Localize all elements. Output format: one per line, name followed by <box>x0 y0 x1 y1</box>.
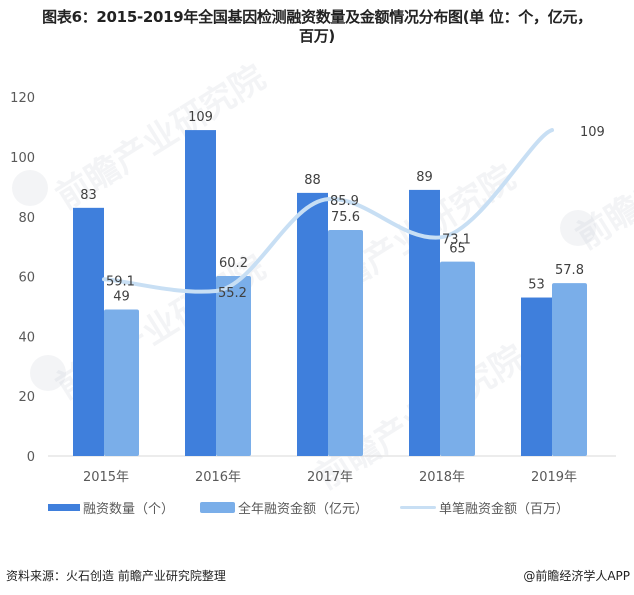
legend-label: 单笔融资金额（百万） <box>439 502 570 517</box>
data-label-count: 89 <box>416 170 433 185</box>
bar-count <box>521 297 552 456</box>
data-label-avg: 109 <box>580 125 605 140</box>
bar-count <box>409 189 440 456</box>
data-label-count: 109 <box>188 110 213 125</box>
data-label-amount: 75.6 <box>331 210 360 225</box>
bar-amount <box>440 261 475 456</box>
x-tick-label: 2019年 <box>531 470 577 485</box>
y-tick-label: 80 <box>18 211 35 226</box>
y-tick-label: 20 <box>18 390 35 405</box>
data-label-avg: 55.2 <box>218 286 247 301</box>
bar-amount <box>328 229 363 456</box>
data-label-avg: 73.1 <box>442 232 471 247</box>
y-tick-label: 40 <box>18 330 35 345</box>
y-tick-label: 120 <box>10 91 35 106</box>
x-tick-label: 2017年 <box>307 470 353 485</box>
bar-amount <box>216 276 251 456</box>
x-tick-label: 2015年 <box>83 470 129 485</box>
legend-label: 融资数量（个） <box>83 502 175 517</box>
data-label-count: 53 <box>528 278 545 293</box>
legend-item-annual-amount: 全年融资金额（亿元） <box>200 498 368 517</box>
credit-note: @前瞻经济学人APP <box>523 569 630 583</box>
chart-title-line1: 图表6：2015-2019年全国基因检测融资数量及金额情况分布图(单 位：个，亿… <box>42 8 592 26</box>
data-label-count: 88 <box>304 173 321 188</box>
y-tick-label: 100 <box>10 151 35 166</box>
legend-swatch-line-icon <box>400 506 436 509</box>
x-axis-labels: 2015年 2016年 2017年 2018年 2019年 <box>83 470 577 485</box>
legend: 融资数量（个） 全年融资金额（亿元） 单笔融资金额（百万） <box>0 498 634 520</box>
data-label-count: 83 <box>80 188 97 203</box>
bar-amount <box>552 283 587 456</box>
data-label-avg: 59.1 <box>106 274 135 289</box>
y-tick-label: 60 <box>18 271 35 286</box>
source-note: 资料来源：火石创造 前瞻产业研究院整理 <box>6 569 226 583</box>
legend-swatch-dark-bar-icon <box>48 504 80 511</box>
chart-title: 图表6：2015-2019年全国基因检测融资数量及金额情况分布图(单 位：个，亿… <box>0 8 634 46</box>
x-tick-label: 2016年 <box>195 470 241 485</box>
data-label-avg: 85.9 <box>330 194 359 209</box>
chart-title-line2: 百万) <box>299 27 335 45</box>
legend-label: 全年融资金额（亿元） <box>238 502 369 517</box>
bar-count <box>73 207 104 456</box>
y-tick-label: 0 <box>27 450 35 465</box>
bar-count <box>297 192 328 456</box>
data-label-amount: 65 <box>449 242 466 257</box>
line-series-avg-amount <box>102 128 554 294</box>
x-tick-label: 2018年 <box>419 470 465 485</box>
legend-item-count: 融资数量（个） <box>48 498 174 517</box>
y-axis: 0 20 40 60 80 100 120 <box>10 91 35 465</box>
data-label-amount: 49 <box>113 289 130 304</box>
legend-swatch-light-bar-icon <box>200 502 235 513</box>
data-label-amount: 57.8 <box>555 263 584 278</box>
legend-item-avg-amount: 单笔融资金额（百万） <box>400 498 569 517</box>
data-label-amount: 60.2 <box>219 256 248 271</box>
bar-series <box>73 130 587 456</box>
bar-amount <box>104 309 139 456</box>
